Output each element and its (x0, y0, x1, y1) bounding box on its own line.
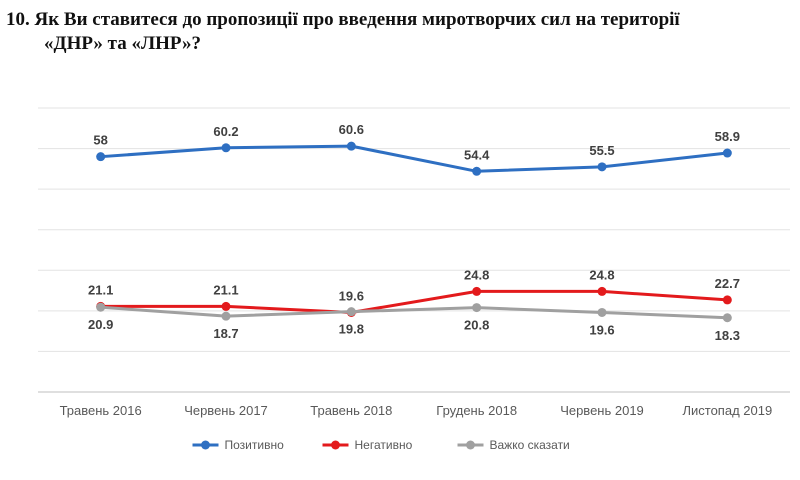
data-label: 60.2 (213, 124, 238, 139)
series-важко-сказати: 20.9 18.7 19.8 20.8 19.6 18.3 (88, 302, 740, 343)
data-point (96, 152, 106, 162)
data-label: 18.3 (715, 328, 740, 343)
x-tick-label: Травень 2016 (60, 403, 142, 418)
data-label: 55.5 (589, 143, 614, 158)
data-label: 24.8 (589, 267, 614, 282)
data-point (96, 302, 106, 312)
data-label: 21.1 (213, 282, 238, 297)
series-line (99, 289, 729, 314)
legend-item: Важко сказати (457, 438, 570, 452)
x-tick-label: Грудень 2018 (436, 403, 517, 418)
data-label: 19.6 (339, 288, 364, 303)
x-tick-label: Листопад 2019 (682, 403, 772, 418)
data-point (221, 311, 231, 321)
data-label: 58 (93, 133, 107, 148)
legend-marker (201, 440, 210, 450)
legend-item: Негативно (322, 438, 413, 452)
data-point (597, 307, 607, 317)
series-позитивно: 58 60.2 60.6 54.4 55.5 58.9 (93, 122, 740, 176)
legend-marker (466, 440, 475, 450)
legend-label: Негативно (355, 438, 413, 452)
x-tick-label: Травень 2018 (310, 403, 392, 418)
data-point (346, 141, 356, 151)
series-line (99, 305, 729, 320)
data-point (472, 286, 482, 296)
x-axis-ticks: Травень 2016 Червень 2017 Травень 2018 Груд… (60, 403, 773, 418)
data-label: 24.8 (464, 267, 489, 282)
x-tick-label: Червень 2017 (184, 403, 268, 418)
data-point (597, 162, 607, 172)
data-label: 58.9 (715, 129, 740, 144)
data-point (722, 295, 732, 305)
data-label: 21.1 (88, 282, 113, 297)
legend-label: Позитивно (225, 438, 285, 452)
legend-label: Важко сказати (490, 438, 570, 452)
data-point (722, 148, 732, 158)
chart-title-line1: 10. Як Ви ставитеся до пропозиції про вв… (6, 9, 680, 30)
data-label: 18.7 (213, 326, 238, 341)
legend-marker (331, 440, 340, 450)
data-label: 60.6 (339, 122, 364, 137)
data-point (221, 143, 231, 153)
legend: Позитивно Негативно Важко сказати (192, 438, 570, 452)
data-label: 22.7 (715, 276, 740, 291)
data-point (472, 166, 482, 176)
data-point (472, 303, 482, 313)
data-point (221, 301, 231, 311)
data-point (722, 313, 732, 323)
data-label: 19.8 (339, 322, 364, 337)
data-label: 19.6 (589, 322, 614, 337)
legend-item: Позитивно (192, 438, 285, 452)
chart-title: 10. Як Ви ставитеся до пропозиції про вв… (6, 8, 766, 56)
data-label: 20.9 (88, 317, 113, 332)
series-line (99, 144, 729, 173)
x-tick-label: Червень 2019 (560, 403, 644, 418)
data-point (597, 286, 607, 296)
data-label: 54.4 (464, 147, 490, 162)
gridlines (38, 107, 790, 393)
data-label: 20.8 (464, 318, 489, 333)
data-point (346, 307, 356, 317)
chart-title-line2: «ДНР» та «ЛНР»? (44, 33, 202, 54)
